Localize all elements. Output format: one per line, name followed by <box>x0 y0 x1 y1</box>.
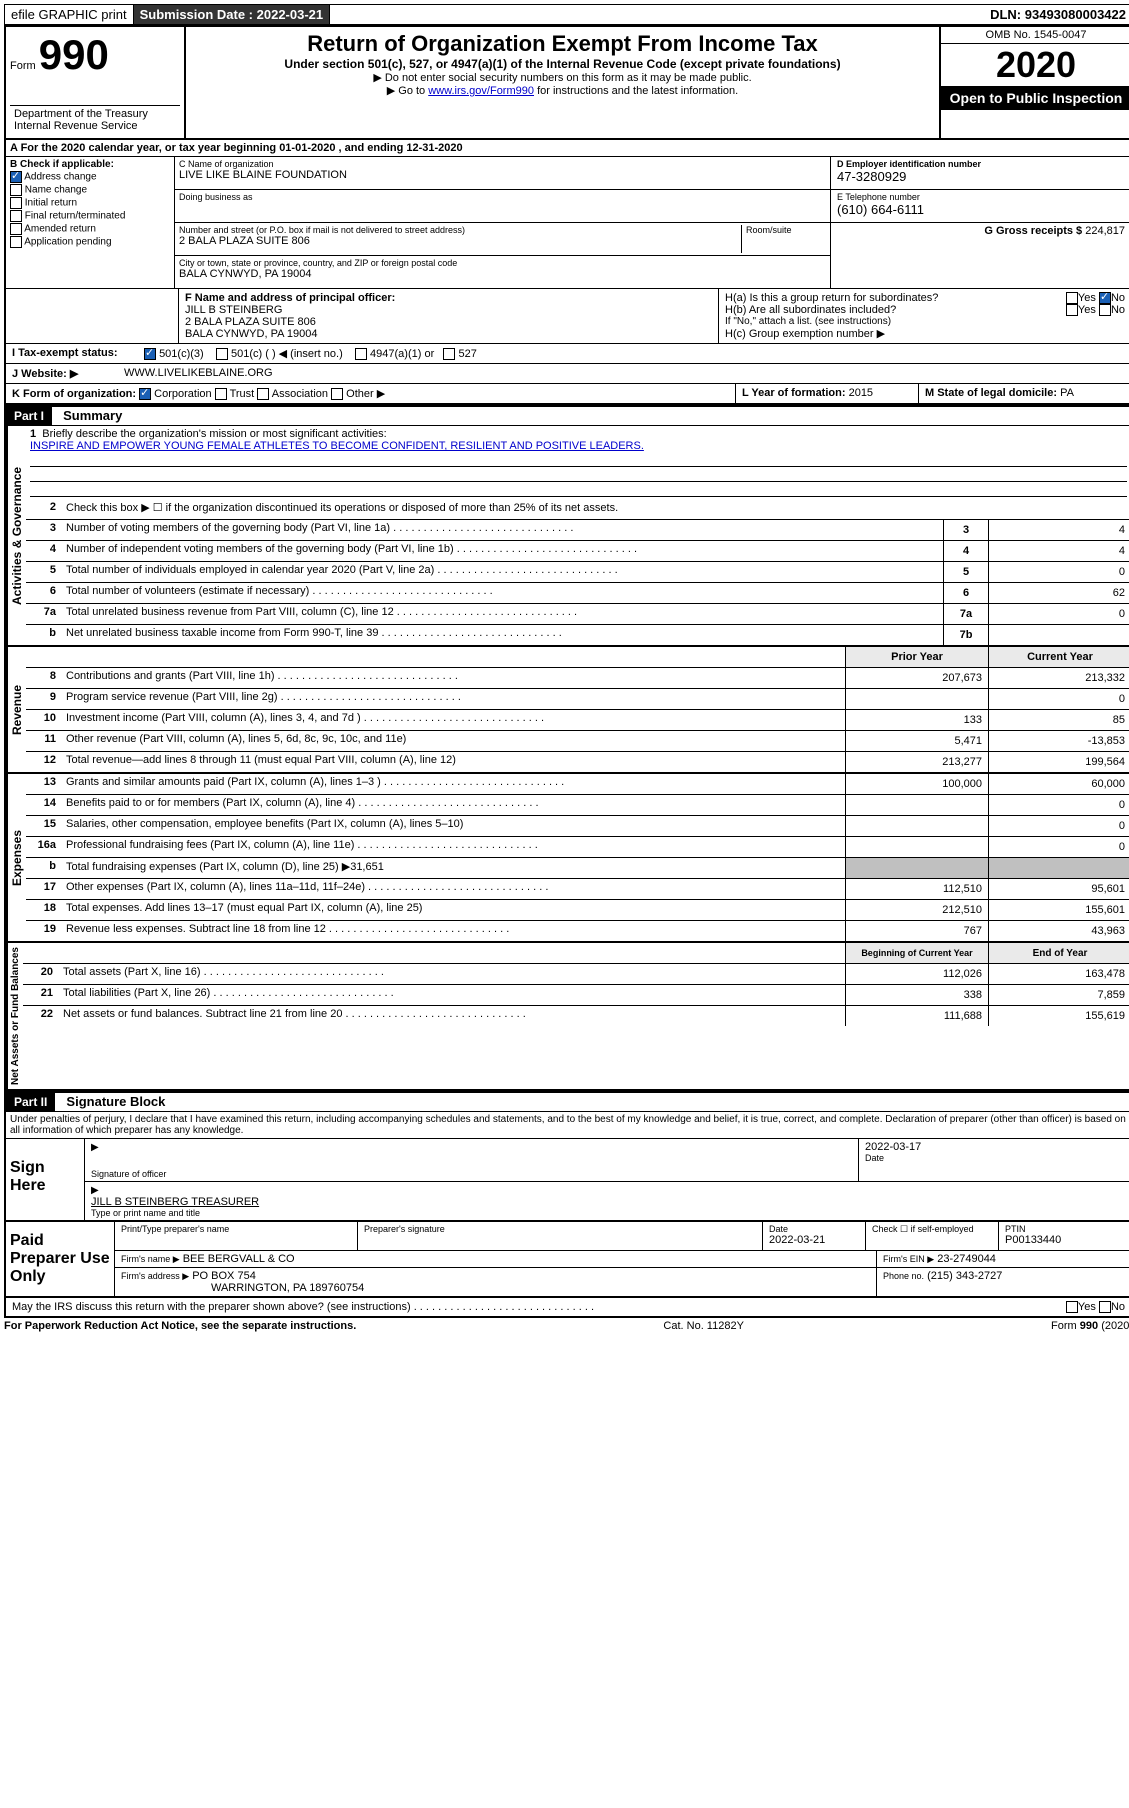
org-corp[interactable] <box>139 388 151 400</box>
top-bar: efile GRAPHIC print Submission Date : 20… <box>4 4 1129 25</box>
firm-name: BEE BERGVALL & CO <box>183 1253 295 1265</box>
org-assoc[interactable] <box>257 388 269 400</box>
l3-val: 4 <box>988 520 1129 540</box>
sidebar-expenses: Expenses <box>6 774 26 941</box>
l5-val: 0 <box>988 562 1129 582</box>
row-i-tax-status: I Tax-exempt status: 501(c)(3) 501(c) ( … <box>6 344 1129 364</box>
gross-receipts: 224,817 <box>1085 225 1125 237</box>
ein: 47-3280929 <box>837 169 1125 184</box>
year-formation: 2015 <box>849 387 873 399</box>
officer-name: JILL B STEINBERG TREASURER <box>91 1196 1125 1208</box>
l4-val: 4 <box>988 541 1129 561</box>
instructions-link-row: ▶ Go to www.irs.gov/Form990 for instruct… <box>190 84 935 97</box>
revenue-section: Revenue Prior YearCurrent Year 8Contribu… <box>6 647 1129 774</box>
h-a-no[interactable] <box>1099 292 1111 304</box>
dln: DLN: 93493080003422 <box>984 5 1129 24</box>
sign-here-block: Sign Here Signature of officer 2022-03-1… <box>6 1139 1129 1222</box>
row-klm: K Form of organization: Corporation Trus… <box>6 384 1129 405</box>
org-other[interactable] <box>331 388 343 400</box>
l7a-val: 0 <box>988 604 1129 624</box>
expenses-section: Expenses 13Grants and similar amounts pa… <box>6 774 1129 943</box>
officer-sign-date: 2022-03-17 <box>865 1141 1125 1153</box>
l7b-val <box>988 625 1129 645</box>
org-city: BALA CYNWYD, PA 19004 <box>179 268 826 280</box>
discuss-row: May the IRS discuss this return with the… <box>6 1298 1129 1316</box>
box-b-checkboxes: B Check if applicable: Address change Na… <box>6 157 175 288</box>
discuss-yes[interactable] <box>1066 1301 1078 1313</box>
efile-label: efile GRAPHIC print <box>5 5 134 24</box>
check-application-pending[interactable]: Application pending <box>10 236 170 248</box>
form-id-box: Form 990 Department of the Treasury Inte… <box>6 27 186 138</box>
org-street: 2 BALA PLAZA SUITE 806 <box>179 235 741 247</box>
ptin: P00133440 <box>1005 1234 1125 1246</box>
officer-group-row: F Name and address of principal officer:… <box>6 289 1129 344</box>
line-1-mission: 1 Briefly describe the organization's mi… <box>26 426 1129 499</box>
check-address-change[interactable]: Address change <box>10 171 170 183</box>
net-assets-section: Net Assets or Fund Balances Beginning of… <box>6 943 1129 1091</box>
box-h-group: H(a) Is this a group return for subordin… <box>719 289 1129 343</box>
h-b-yes[interactable] <box>1066 304 1078 316</box>
check-initial-return[interactable]: Initial return <box>10 197 170 209</box>
discuss-no[interactable] <box>1099 1301 1111 1313</box>
part-1-header: Part I Summary <box>6 405 1129 426</box>
year-box: OMB No. 1545-0047 2020 Open to Public In… <box>941 27 1129 138</box>
website: WWW.LIVELIKEBLAINE.ORG <box>118 364 279 383</box>
check-final-return[interactable]: Final return/terminated <box>10 210 170 222</box>
form-header: Form 990 Department of the Treasury Inte… <box>6 27 1129 140</box>
box-f-officer: F Name and address of principal officer:… <box>179 289 719 343</box>
part-2-header: Part II Signature Block <box>6 1091 1129 1112</box>
mission-text: INSPIRE AND EMPOWER YOUNG FEMALE ATHLETE… <box>30 440 644 452</box>
form-container: Form 990 Department of the Treasury Inte… <box>4 25 1129 1318</box>
entity-info-section: B Check if applicable: Address change Na… <box>6 157 1129 289</box>
activities-governance-section: Activities & Governance 1 Briefly descri… <box>6 426 1129 647</box>
sidebar-revenue: Revenue <box>6 647 26 772</box>
page-footer: For Paperwork Reduction Act Notice, see … <box>4 1318 1129 1332</box>
paid-preparer-block: Paid Preparer Use Only Print/Type prepar… <box>6 1222 1129 1298</box>
org-trust[interactable] <box>215 388 227 400</box>
firm-phone: (215) 343-2727 <box>927 1270 1002 1282</box>
right-info-col: D Employer identification number 47-3280… <box>831 157 1129 288</box>
row-a-tax-year: A For the 2020 calendar year, or tax yea… <box>6 140 1129 157</box>
status-527[interactable] <box>443 348 455 360</box>
h-a-yes[interactable] <box>1066 292 1078 304</box>
status-4947[interactable] <box>355 348 367 360</box>
firm-ein: 23-2749044 <box>937 1253 996 1265</box>
box-c-name-address: C Name of organization LIVE LIKE BLAINE … <box>175 157 831 288</box>
sidebar-activities: Activities & Governance <box>6 426 26 645</box>
status-501c3[interactable] <box>144 348 156 360</box>
instructions-link[interactable]: www.irs.gov/Form990 <box>428 85 534 97</box>
sidebar-net-assets: Net Assets or Fund Balances <box>6 943 23 1089</box>
submission-date-box: Submission Date : 2022-03-21 <box>134 5 331 24</box>
form-no-footer: Form 990 (2020) <box>1051 1320 1129 1332</box>
title-box: Return of Organization Exempt From Incom… <box>186 27 941 138</box>
dept-label: Department of the Treasury Internal Reve… <box>10 105 180 134</box>
row-j-website: J Website: ▶ WWW.LIVELIKEBLAINE.ORG <box>6 364 1129 384</box>
h-b-no[interactable] <box>1099 304 1111 316</box>
telephone: (610) 664-6111 <box>837 202 1125 217</box>
penalties-statement: Under penalties of perjury, I declare th… <box>6 1112 1129 1139</box>
org-name: LIVE LIKE BLAINE FOUNDATION <box>179 169 826 181</box>
check-name-change[interactable]: Name change <box>10 184 170 196</box>
l6-val: 62 <box>988 583 1129 603</box>
status-501c[interactable] <box>216 348 228 360</box>
check-amended-return[interactable]: Amended return <box>10 223 170 235</box>
state-domicile: PA <box>1060 387 1074 399</box>
